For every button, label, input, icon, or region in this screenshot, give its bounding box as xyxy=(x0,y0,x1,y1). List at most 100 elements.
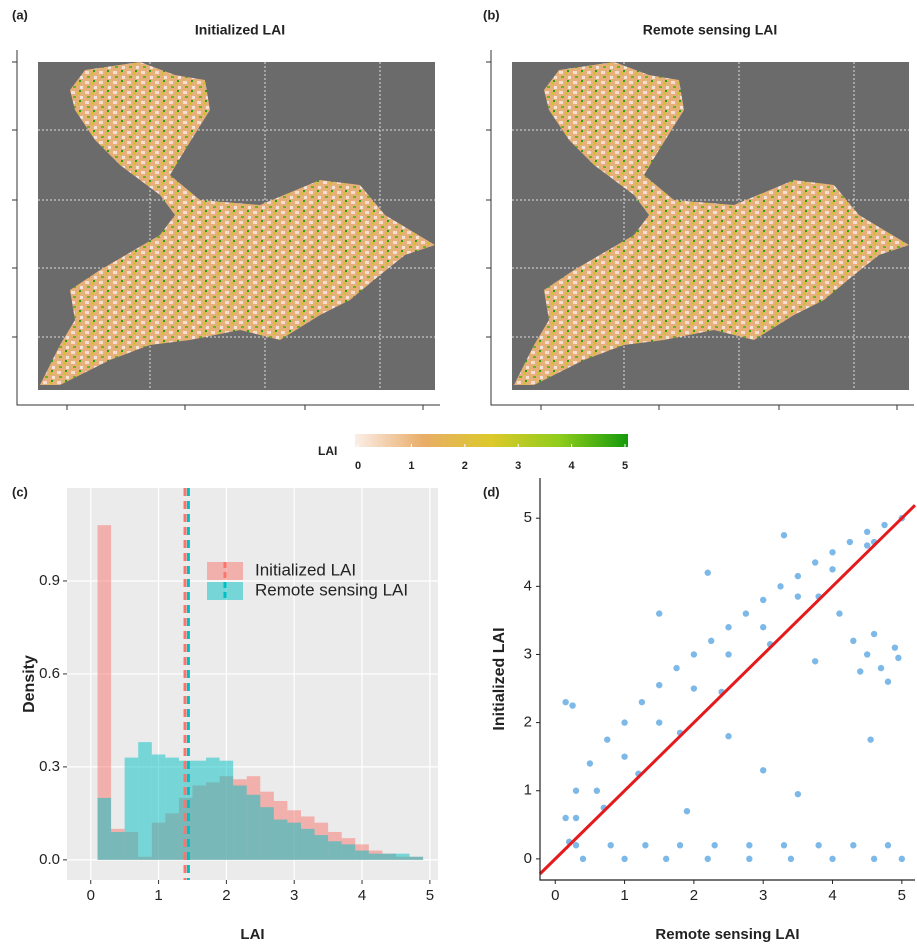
scatter-point xyxy=(867,736,873,742)
scatter-point xyxy=(777,583,783,589)
y-tick-label: 2 xyxy=(524,714,532,731)
scatter-point xyxy=(691,651,697,657)
scatter-point xyxy=(580,856,586,862)
histogram-bar xyxy=(396,854,410,860)
y-tick-label: 5 xyxy=(524,509,532,526)
colorbar-tick-label: 1 xyxy=(408,460,414,472)
histogram-bar xyxy=(382,854,396,860)
scatter-point xyxy=(885,842,891,848)
y-axis-title: Initialized LAI xyxy=(491,627,508,730)
histogram-bar xyxy=(260,807,274,860)
scatter-point xyxy=(850,638,856,644)
scatter-point xyxy=(684,808,690,814)
scatter-point xyxy=(836,610,842,616)
colorbar-title: LAI xyxy=(318,444,337,458)
histogram-bar xyxy=(287,823,301,860)
y-tick-label: 0.6 xyxy=(39,665,60,682)
y-axis-title: Density xyxy=(21,655,38,713)
scatter-point xyxy=(878,665,884,671)
legend-label: Remote sensing LAI xyxy=(255,580,408,599)
colorbar-tick-label: 5 xyxy=(622,460,628,472)
scatter-point xyxy=(621,856,627,862)
scatter-point xyxy=(864,651,870,657)
scatter-point xyxy=(857,668,863,674)
scatter-point xyxy=(656,682,662,688)
scatter-point xyxy=(760,767,766,773)
map-a xyxy=(12,50,440,410)
x-axis-title: Remote sensing LAI xyxy=(655,926,799,943)
histogram-bar xyxy=(301,829,315,860)
x-tick-label: 3 xyxy=(290,887,298,904)
histogram-bar xyxy=(410,857,424,860)
scatter-point xyxy=(642,842,648,848)
scatter-point xyxy=(656,610,662,616)
histogram-bar xyxy=(125,758,139,860)
scatter-point xyxy=(795,573,801,579)
scatter-point xyxy=(725,651,731,657)
x-tick-label: 0 xyxy=(87,887,95,904)
x-tick-label: 5 xyxy=(898,887,906,904)
scatter-point xyxy=(604,736,610,742)
legend-label: Initialized LAI xyxy=(255,560,356,579)
histogram-bar xyxy=(220,761,234,860)
scatter-point xyxy=(895,655,901,661)
map-title: Remote sensing LAI xyxy=(643,22,778,38)
x-tick-label: 2 xyxy=(690,887,698,904)
y-tick-label: 0 xyxy=(524,850,532,867)
scatter-point xyxy=(725,624,731,630)
colorbar-tick-label: 2 xyxy=(462,460,468,472)
scatter-point xyxy=(562,699,568,705)
scatter-point xyxy=(743,610,749,616)
colorbar-tick-label: 4 xyxy=(569,460,576,472)
x-tick-label: 5 xyxy=(426,887,434,904)
scatter-point xyxy=(746,842,752,848)
panel-label: (a) xyxy=(12,7,28,22)
scatter-point xyxy=(677,842,683,848)
x-tick-label: 1 xyxy=(620,887,628,904)
scatter-point xyxy=(639,699,645,705)
scatter-point xyxy=(781,842,787,848)
scatter-point xyxy=(746,856,752,862)
histogram-bar xyxy=(247,795,261,860)
scatter-point xyxy=(760,624,766,630)
scatter-point xyxy=(725,733,731,739)
scatter-point xyxy=(587,760,593,766)
scatter-point xyxy=(812,658,818,664)
x-tick-label: 3 xyxy=(759,887,767,904)
scatter-point xyxy=(815,842,821,848)
scatter-point xyxy=(573,788,579,794)
x-tick-label: 4 xyxy=(358,887,366,904)
scatter-point xyxy=(562,815,568,821)
histogram-bar xyxy=(328,841,342,860)
histogram-bar xyxy=(342,844,356,859)
scatter-point xyxy=(881,522,887,528)
scatter-point xyxy=(608,842,614,848)
histogram-bar xyxy=(233,785,247,859)
scatter-point xyxy=(573,842,579,848)
histogram-bar xyxy=(206,758,220,860)
histogram-bar xyxy=(192,761,206,860)
x-tick-label: 2 xyxy=(222,887,230,904)
colorbar xyxy=(355,434,628,447)
histogram-bar xyxy=(111,832,125,860)
histogram-bar xyxy=(165,758,179,860)
scatter-point xyxy=(885,679,891,685)
scatter-point xyxy=(663,856,669,862)
scatter-point xyxy=(573,815,579,821)
reference-line xyxy=(540,505,915,874)
scatter-point xyxy=(656,719,662,725)
scatter-point xyxy=(847,539,853,545)
scatter-point xyxy=(781,532,787,538)
histogram-bar xyxy=(315,835,329,860)
x-axis-title: LAI xyxy=(240,926,264,943)
scatter-point xyxy=(899,856,905,862)
scatter-point xyxy=(673,665,679,671)
x-tick-label: 0 xyxy=(551,887,559,904)
scatter-point xyxy=(795,593,801,599)
scatter-point xyxy=(829,856,835,862)
scatter-point xyxy=(829,566,835,572)
scatter-point xyxy=(621,719,627,725)
scatter-point xyxy=(864,542,870,548)
scatter-point xyxy=(795,791,801,797)
y-tick-label: 1 xyxy=(524,782,532,799)
